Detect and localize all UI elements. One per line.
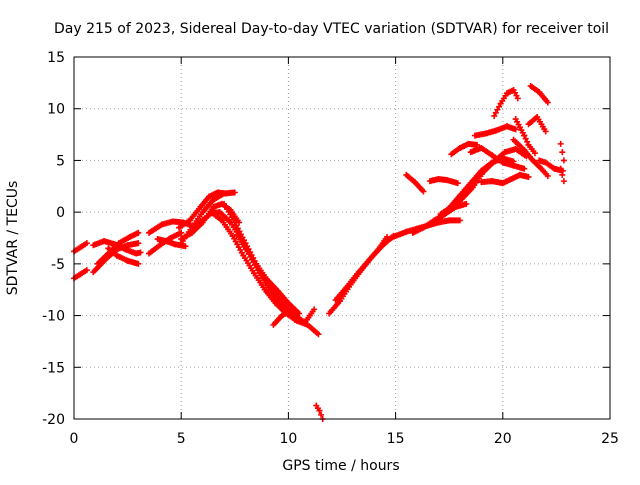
data-point <box>178 229 185 236</box>
chart-title: Day 215 of 2023, Sidereal Day-to-day VTE… <box>54 21 609 37</box>
data-point <box>522 135 529 142</box>
data-point <box>463 200 470 207</box>
data-point <box>544 99 551 106</box>
data-point <box>531 150 538 157</box>
x-tick-label: 25 <box>601 431 619 447</box>
plot-frame <box>73 56 611 420</box>
data-point <box>514 95 521 102</box>
data-point <box>512 126 519 133</box>
y-axis-label: SDTVAR / TECUs <box>5 181 21 296</box>
axis-ticks: 0 5 10 15 20 25 -20 -15 -10 -5 0 5 10 15 <box>42 50 619 447</box>
y-tick-label: 0 <box>56 205 65 221</box>
data-point <box>456 217 463 224</box>
data-point <box>135 260 142 267</box>
data-point <box>491 112 498 119</box>
data-point <box>521 132 528 139</box>
data-point <box>83 267 90 274</box>
y-tick-label: 5 <box>56 153 65 169</box>
data-point <box>223 190 230 197</box>
data-points <box>71 82 567 422</box>
data-point <box>496 103 503 110</box>
x-tick-label: 20 <box>494 431 512 447</box>
grid-lines <box>74 57 610 419</box>
x-axis-label: GPS time / hours <box>282 458 399 474</box>
data-point <box>492 109 499 116</box>
data-point <box>559 149 566 156</box>
data-point <box>296 314 303 321</box>
data-point <box>137 249 144 256</box>
x-tick-label: 0 <box>70 431 79 447</box>
data-point <box>311 306 318 313</box>
data-point <box>557 140 564 147</box>
data-point <box>182 243 189 250</box>
data-point <box>420 188 427 195</box>
data-point <box>315 331 322 338</box>
y-tick-label: -10 <box>42 309 65 325</box>
y-tick-label: -15 <box>42 360 65 376</box>
y-tick-label: -5 <box>51 257 65 273</box>
data-point <box>135 240 142 247</box>
data-point <box>316 407 323 414</box>
data-point <box>557 165 564 172</box>
data-point <box>298 318 305 325</box>
data-point <box>560 178 567 185</box>
data-point <box>521 165 528 172</box>
data-point <box>494 106 501 113</box>
data-point <box>135 229 142 236</box>
x-tick-label: 10 <box>279 431 297 447</box>
data-point <box>542 128 549 135</box>
y-tick-label: -20 <box>42 412 65 428</box>
data-point <box>318 411 325 418</box>
data-point <box>560 157 567 164</box>
data-point <box>83 240 90 247</box>
data-point <box>559 171 566 178</box>
x-tick-label: 5 <box>177 431 186 447</box>
data-point <box>231 189 238 196</box>
y-tick-label: 15 <box>47 50 65 66</box>
data-point <box>544 172 551 179</box>
data-point <box>454 180 461 187</box>
x-tick-label: 15 <box>387 431 405 447</box>
data-point <box>525 173 532 180</box>
y-tick-label: 10 <box>47 102 65 118</box>
data-point <box>524 138 531 145</box>
